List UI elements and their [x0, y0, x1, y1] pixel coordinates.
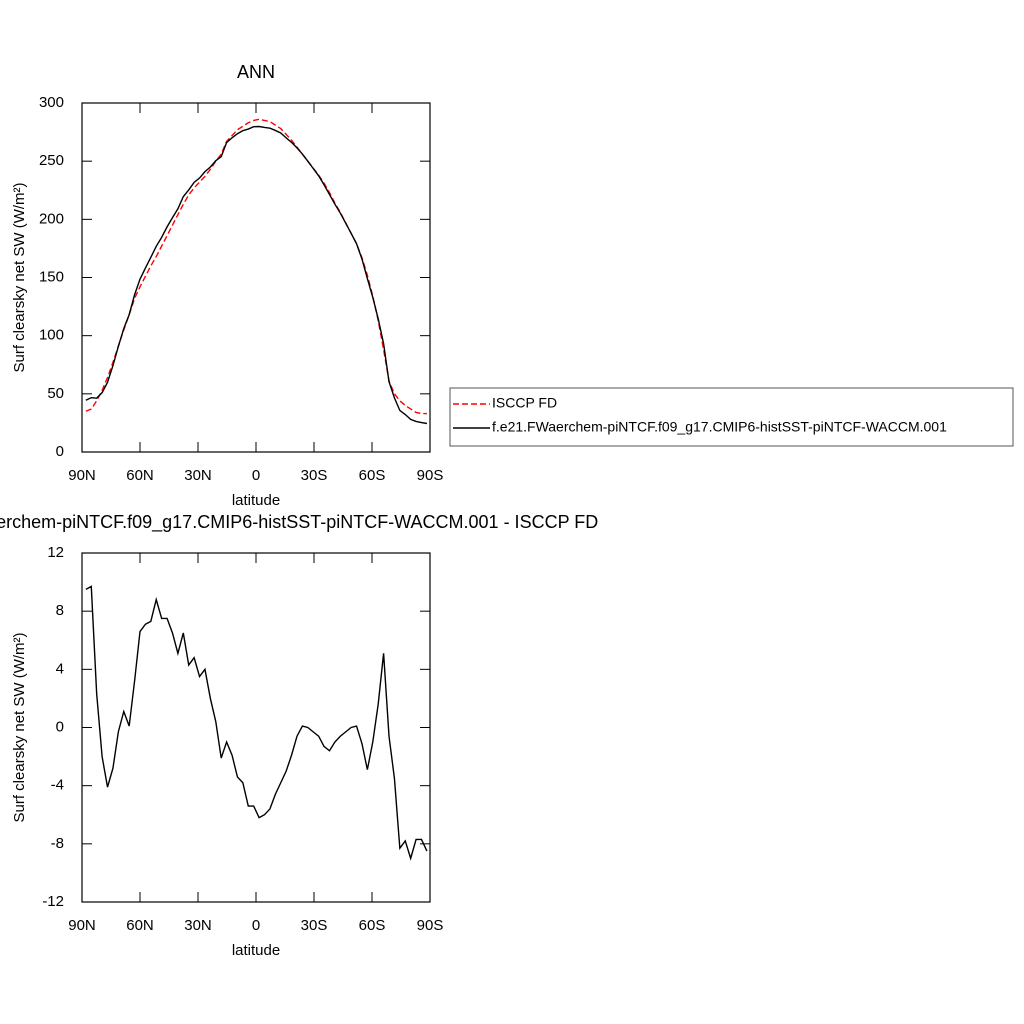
- x-tick-label: 90S: [417, 917, 444, 934]
- y-tick-label: 200: [39, 210, 64, 227]
- y-tick-label: 300: [39, 94, 64, 111]
- x-axis-label: latitude: [232, 942, 280, 959]
- y-tick-label: 250: [39, 152, 64, 169]
- data-line: [85, 125, 428, 425]
- y-axis-label: Surf clearsky net SW (W/m²): [11, 632, 28, 822]
- x-tick-label: 0: [252, 467, 260, 484]
- x-tick-label: 60N: [126, 467, 154, 484]
- x-tick-label: 30N: [184, 467, 212, 484]
- y-tick-label: 50: [47, 385, 64, 402]
- y-tick-label: 0: [56, 443, 64, 460]
- legend-label: f.e21.FWaerchem-piNTCF.f09_g17.CMIP6-his…: [492, 419, 947, 435]
- x-tick-label: 60S: [359, 917, 386, 934]
- x-tick-label: 90S: [417, 467, 444, 484]
- y-tick-label: 4: [56, 660, 64, 677]
- x-tick-label: 90N: [68, 467, 96, 484]
- y-tick-label: 12: [47, 544, 64, 561]
- data-line: [85, 585, 428, 861]
- legend-label: ISCCP FD: [492, 395, 557, 411]
- x-tick-label: 90N: [68, 917, 96, 934]
- y-axis-label: Surf clearsky net SW (W/m²): [11, 182, 28, 372]
- x-tick-label: 0: [252, 917, 260, 934]
- x-tick-label: 30S: [301, 467, 328, 484]
- plot-frame: [81, 102, 431, 453]
- x-tick-label: 60S: [359, 467, 386, 484]
- chart-title: ANN: [237, 62, 275, 82]
- y-tick-label: -12: [42, 893, 64, 910]
- y-tick-label: 150: [39, 268, 64, 285]
- y-tick-label: 0: [56, 718, 64, 735]
- x-tick-label: 60N: [126, 917, 154, 934]
- y-tick-label: 100: [39, 327, 64, 344]
- legend-box: [449, 387, 1014, 447]
- y-tick-label: 8: [56, 602, 64, 619]
- chart-title: f.e21.FWaerchem-piNTCF.f09_g17.CMIP6-his…: [0, 512, 598, 533]
- y-tick-label: -8: [51, 835, 64, 852]
- y-tick-label: -4: [51, 777, 64, 794]
- plot-frame: [81, 552, 431, 903]
- x-tick-label: 30N: [184, 917, 212, 934]
- x-tick-label: 30S: [301, 917, 328, 934]
- x-axis-label: latitude: [232, 492, 280, 509]
